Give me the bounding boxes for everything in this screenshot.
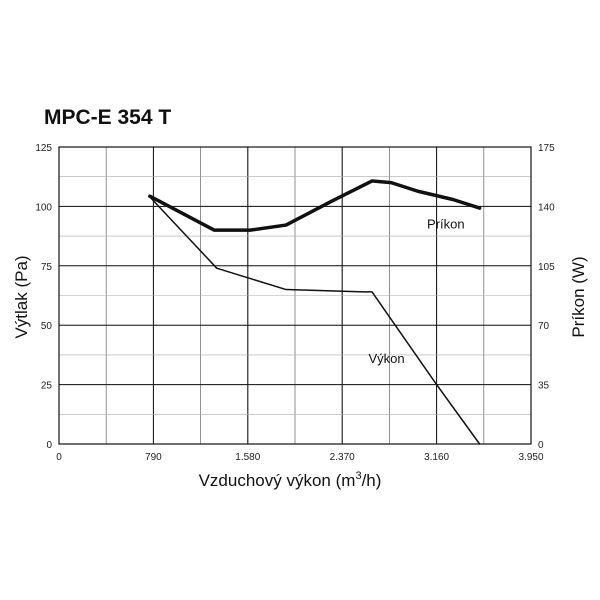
chart-title: MPC-E 354 T xyxy=(44,106,171,129)
y2-tick-label: 105 xyxy=(538,262,555,273)
x-tick-label: 3.950 xyxy=(518,452,543,463)
y-tick-label: 100 xyxy=(35,202,52,213)
x-tick-label: 2.370 xyxy=(330,452,355,463)
y-axis-label: Výtlak (Pa) xyxy=(12,255,31,338)
x-axis-label: Vzduchový výkon (m3/h) xyxy=(199,470,382,490)
y-tick-label: 75 xyxy=(41,262,53,273)
y-tick-label: 125 xyxy=(35,143,52,154)
y2-tick-label: 35 xyxy=(538,381,550,392)
series-vykon-line xyxy=(149,196,481,445)
y-axis-ticks: 0 25 50 75 100 125 xyxy=(35,143,52,451)
series-label-vykon: Výkon xyxy=(368,351,404,366)
y2-tick-label: 0 xyxy=(538,440,544,451)
y-tick-label: 25 xyxy=(41,381,53,392)
x-axis-ticks: 0 790 1.580 2.370 3.160 3.950 xyxy=(56,452,544,463)
plot-frame xyxy=(58,146,532,445)
y2-tick-label: 70 xyxy=(538,321,550,332)
x-tick-label: 3.160 xyxy=(424,452,449,463)
y2-tick-label: 140 xyxy=(538,202,555,213)
x-tick-label: 790 xyxy=(145,452,162,463)
y-tick-label: 0 xyxy=(46,440,52,451)
series-layer: Výkon Príkon xyxy=(148,179,482,445)
x-tick-label: 1.580 xyxy=(235,452,260,463)
x-tick-label: 0 xyxy=(56,452,62,463)
grid xyxy=(58,146,532,445)
y-tick-label: 50 xyxy=(41,321,53,332)
y2-tick-label: 175 xyxy=(538,143,555,154)
y2-axis-label: Príkon (W) xyxy=(569,256,588,337)
series-label-prikon: Príkon xyxy=(427,216,465,231)
series-prikon-line xyxy=(148,179,482,232)
y2-axis-ticks: 0 35 70 105 140 175 xyxy=(538,143,555,451)
